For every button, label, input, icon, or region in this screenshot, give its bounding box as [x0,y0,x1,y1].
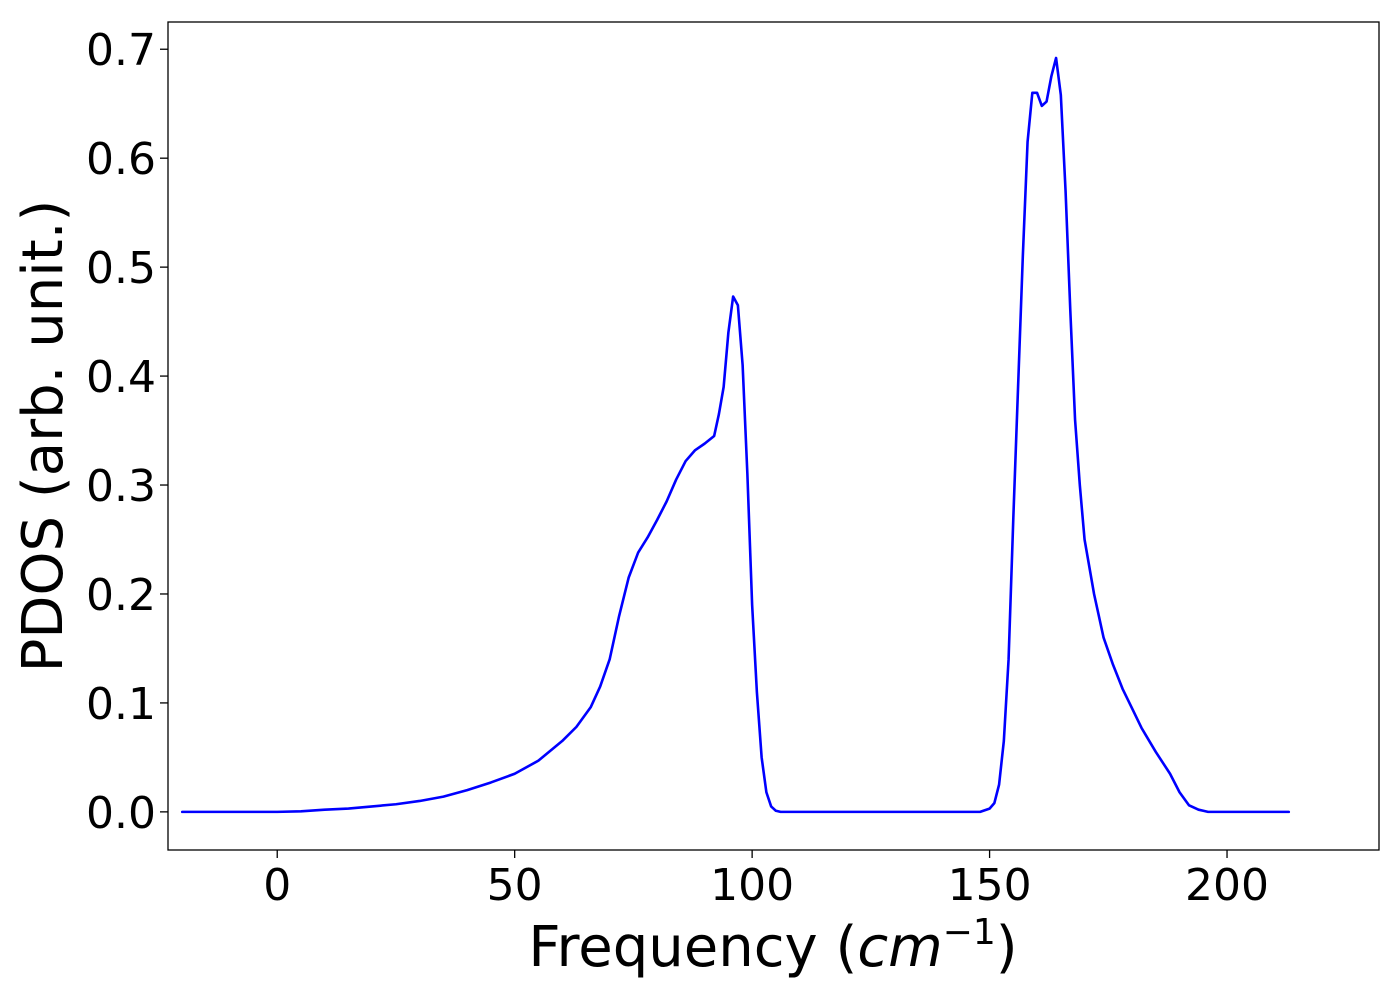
y-tick-label: 0.0 [86,788,156,839]
y-axis-ticks: 0.0 0.1 0.2 0.3 0.4 0.5 0.6 0.7 [86,25,168,839]
axes-frame [167,21,1380,851]
y-axis-label: PDOS (arb. unit.) [11,200,76,673]
x-tick-label: 0 [263,860,291,911]
y-tick-label: 0.1 [86,679,156,730]
x-axis-ticks: 0 50 100 150 200 [263,850,1269,911]
x-tick-label: 100 [710,860,794,911]
y-tick-label: 0.7 [86,25,156,76]
y-tick-label: 0.2 [86,570,156,621]
plot-area [167,21,1380,851]
y-tick-label: 0.6 [86,134,156,185]
y-tick-label: 0.4 [86,352,156,403]
series-line [180,56,1291,814]
x-axis-label: Frequency (cm−1) [528,912,1017,980]
x-tick-label: 50 [487,860,543,911]
x-tick-label: 200 [1185,860,1269,911]
x-tick-label: 150 [948,860,1032,911]
y-tick-label: 0.5 [86,243,156,294]
y-tick-label: 0.3 [86,461,156,512]
